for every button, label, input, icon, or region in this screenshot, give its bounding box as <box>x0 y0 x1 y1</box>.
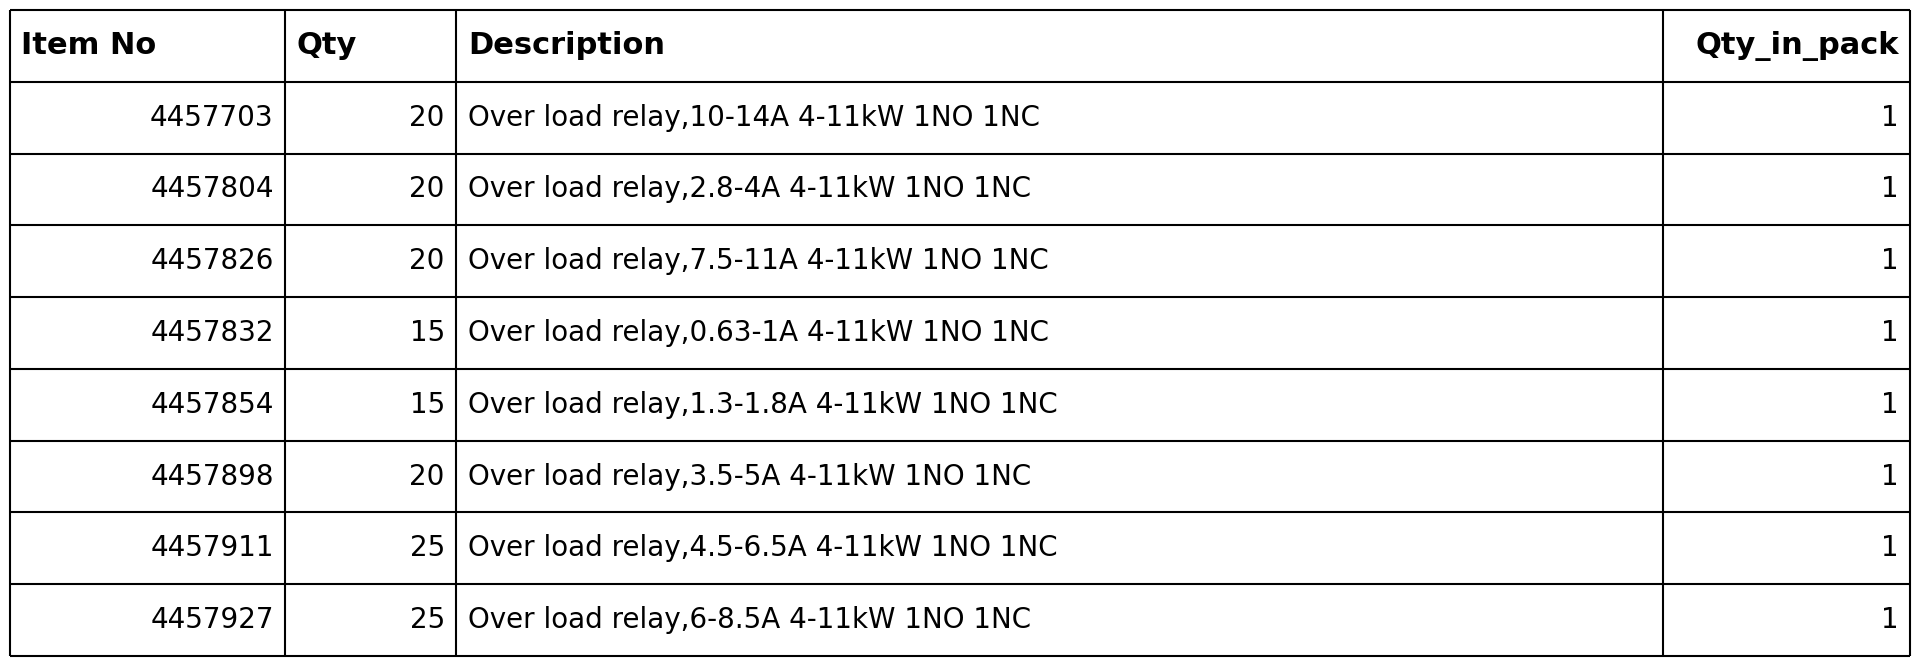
Text: 1: 1 <box>1882 247 1899 275</box>
Text: 25: 25 <box>409 606 445 634</box>
Text: 20: 20 <box>409 463 445 491</box>
Text: Over load relay,1.3-1.8A 4-11kW 1NO 1NC: Over load relay,1.3-1.8A 4-11kW 1NO 1NC <box>468 391 1058 419</box>
Text: 1: 1 <box>1882 534 1899 562</box>
Text: 4457854: 4457854 <box>150 391 275 419</box>
Text: 1: 1 <box>1882 175 1899 203</box>
Text: 1: 1 <box>1882 319 1899 347</box>
Text: Over load relay,7.5-11A 4-11kW 1NO 1NC: Over load relay,7.5-11A 4-11kW 1NO 1NC <box>468 247 1048 275</box>
Text: Description: Description <box>468 31 664 61</box>
Text: 20: 20 <box>409 247 445 275</box>
Text: 4457832: 4457832 <box>150 319 275 347</box>
Text: 4457898: 4457898 <box>150 463 275 491</box>
Text: Over load relay,10-14A 4-11kW 1NO 1NC: Over load relay,10-14A 4-11kW 1NO 1NC <box>468 104 1041 132</box>
Text: 20: 20 <box>409 104 445 132</box>
Text: 4457911: 4457911 <box>150 534 275 562</box>
Text: Over load relay,2.8-4A 4-11kW 1NO 1NC: Over load relay,2.8-4A 4-11kW 1NO 1NC <box>468 175 1031 203</box>
Text: Over load relay,0.63-1A 4-11kW 1NO 1NC: Over load relay,0.63-1A 4-11kW 1NO 1NC <box>468 319 1048 347</box>
Text: 4457804: 4457804 <box>150 175 275 203</box>
Text: Over load relay,6-8.5A 4-11kW 1NO 1NC: Over load relay,6-8.5A 4-11kW 1NO 1NC <box>468 606 1031 634</box>
Text: Over load relay,3.5-5A 4-11kW 1NO 1NC: Over load relay,3.5-5A 4-11kW 1NO 1NC <box>468 463 1031 491</box>
Text: 4457927: 4457927 <box>150 606 275 634</box>
Text: Over load relay,4.5-6.5A 4-11kW 1NO 1NC: Over load relay,4.5-6.5A 4-11kW 1NO 1NC <box>468 534 1058 562</box>
Text: 1: 1 <box>1882 391 1899 419</box>
Text: 15: 15 <box>409 319 445 347</box>
Text: 1: 1 <box>1882 606 1899 634</box>
Text: 1: 1 <box>1882 463 1899 491</box>
Text: Item No: Item No <box>21 31 156 61</box>
Text: 25: 25 <box>409 534 445 562</box>
Text: 1: 1 <box>1882 104 1899 132</box>
Text: Qty: Qty <box>298 31 357 61</box>
Text: 15: 15 <box>409 391 445 419</box>
Text: 20: 20 <box>409 175 445 203</box>
Text: 4457703: 4457703 <box>150 104 275 132</box>
Text: Qty_in_pack: Qty_in_pack <box>1695 31 1899 61</box>
Text: 4457826: 4457826 <box>150 247 275 275</box>
